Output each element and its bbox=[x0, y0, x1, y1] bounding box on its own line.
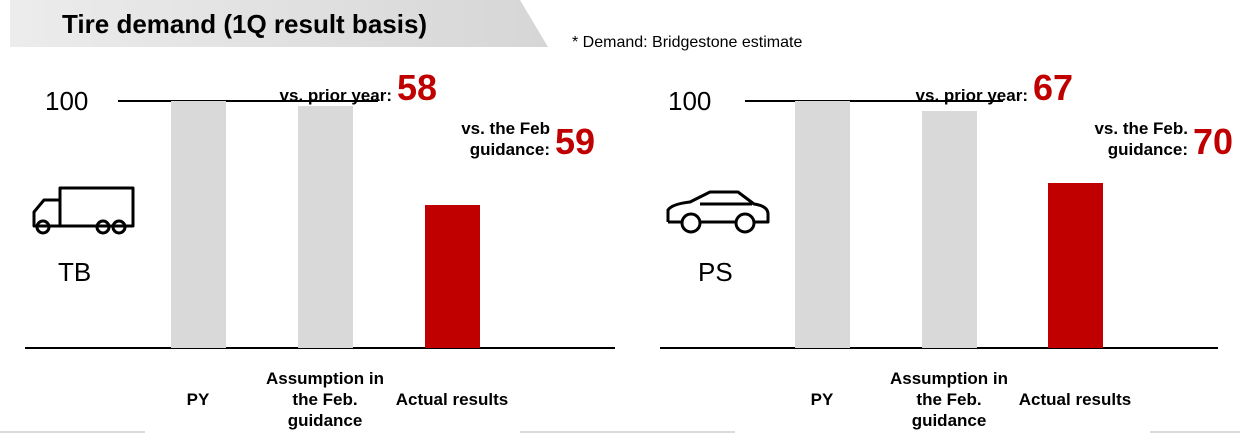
bar bbox=[424, 204, 480, 348]
bar bbox=[921, 110, 977, 348]
annotation: vs. the Feb guidance: 59 bbox=[430, 118, 595, 160]
annotation-value: 70 bbox=[1193, 121, 1234, 162]
annotation-value: 67 bbox=[1033, 67, 1074, 108]
annotation-label: vs. the Feb guidance: bbox=[461, 119, 550, 159]
annotation-label: vs. prior year: bbox=[279, 86, 392, 105]
x-axis bbox=[660, 347, 1218, 349]
x-tick-label: Assumption in the Feb. guidance bbox=[889, 368, 1009, 430]
x-tick-label: Assumption in the Feb. guidance bbox=[265, 368, 385, 430]
segment-label: TB bbox=[58, 257, 92, 287]
car-icon bbox=[666, 190, 770, 234]
annotation-label: vs. prior year: bbox=[915, 86, 1028, 105]
x-axis bbox=[25, 347, 615, 349]
bar bbox=[794, 101, 850, 348]
segment-label: PS bbox=[698, 257, 733, 287]
annotation: vs. prior year: 67 bbox=[808, 67, 1074, 108]
header-band bbox=[10, 0, 548, 47]
bar bbox=[170, 101, 226, 348]
bar bbox=[1047, 182, 1103, 348]
x-tick-label: PY bbox=[186, 389, 210, 409]
annotation-value: 59 bbox=[555, 121, 596, 162]
bar bbox=[297, 105, 353, 348]
grid-line bbox=[745, 100, 1003, 102]
x-tick-label: Actual results bbox=[395, 389, 509, 409]
annotation: vs. prior year: 58 bbox=[172, 67, 438, 108]
annotation: vs. the Feb. guidance: 70 bbox=[1068, 118, 1233, 160]
annotation-value: 58 bbox=[397, 67, 438, 108]
note: * Demand: Bridgestone estimate bbox=[572, 34, 803, 51]
truck-icon bbox=[32, 186, 135, 235]
grid-line bbox=[118, 100, 378, 102]
title: Tire demand (1Q result basis) bbox=[62, 9, 428, 39]
annotation-label: vs. the Feb. guidance: bbox=[1094, 119, 1188, 159]
y-tick-label: 100 bbox=[45, 86, 89, 116]
y-tick-label: 100 bbox=[668, 86, 712, 116]
x-tick-label: Actual results bbox=[1018, 389, 1132, 409]
x-tick-label: PY bbox=[810, 389, 834, 409]
